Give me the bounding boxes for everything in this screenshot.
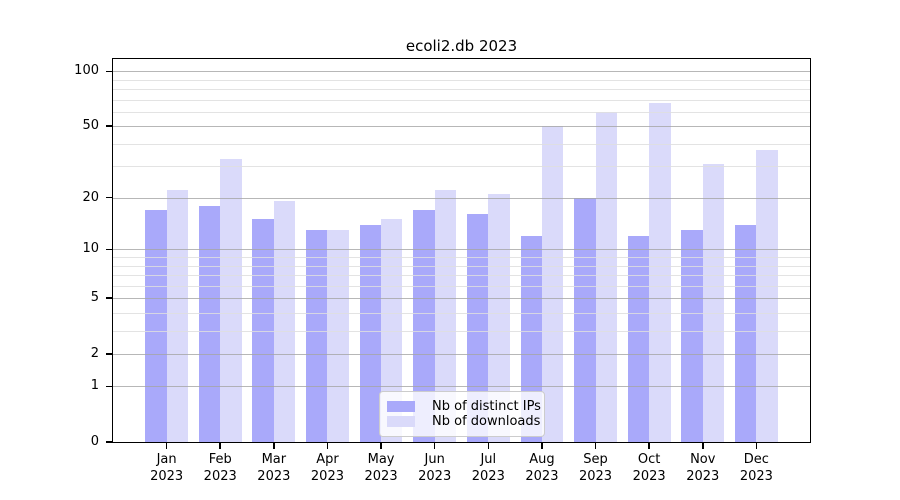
y-tick-mark	[106, 125, 113, 128]
gridline-1	[113, 386, 810, 388]
gridline-10	[113, 249, 810, 251]
x-tick-label-feb: Feb 2023	[203, 452, 237, 484]
bar-downloads-apr	[327, 230, 349, 442]
y-tick-label: 100	[74, 63, 99, 79]
x-tick-label-mar: Mar 2023	[257, 452, 291, 484]
gridline-100	[113, 71, 810, 73]
x-tick-mark	[755, 442, 758, 449]
x-tick-label-jul: Jul 2023	[471, 452, 505, 484]
y-tick-mark	[106, 196, 113, 199]
x-tick-label-oct: Oct 2023	[632, 452, 666, 484]
gridline-50	[113, 126, 810, 128]
x-tick-mark	[541, 442, 543, 449]
bar-downloads-nov	[702, 163, 725, 442]
bar-distinct-ips-jul	[466, 214, 489, 442]
bar-distinct-ips-aug	[520, 236, 542, 442]
x-tick-label-apr: Apr 2023	[310, 452, 344, 484]
x-tick-mark	[648, 442, 650, 449]
x-tick-mark	[326, 442, 329, 449]
bar-distinct-ips-jan	[145, 209, 167, 442]
legend-row-distinct-ips: Nb of distinct IPs	[387, 399, 541, 414]
bar-distinct-ips-apr	[306, 230, 328, 442]
x-tick-mark	[594, 442, 597, 449]
y-tick-mark	[106, 70, 113, 73]
legend-row-downloads: Nb of downloads	[387, 414, 540, 429]
x-tick-label-may: May 2023	[364, 452, 398, 484]
gridline-6	[113, 285, 810, 287]
plot-frame	[112, 58, 811, 443]
y-tick-label: 50	[82, 118, 99, 134]
bar-distinct-ips-nov	[681, 230, 703, 442]
x-tick-label-dec: Dec 2023	[739, 452, 773, 484]
bar-downloads-mar	[273, 201, 296, 442]
gridline-9	[113, 257, 810, 259]
gridline-70	[113, 99, 810, 101]
y-tick-mark	[106, 352, 113, 355]
gridline-60	[113, 111, 810, 113]
bar-downloads-jun	[434, 190, 457, 442]
bar-distinct-ips-dec	[734, 224, 757, 442]
gridline-8	[113, 265, 810, 267]
gridline-7	[113, 275, 810, 276]
y-tick-mark	[106, 441, 113, 443]
gridline-3	[113, 330, 810, 332]
x-tick-mark	[219, 442, 222, 449]
gridline-30	[113, 166, 810, 168]
y-tick-mark	[106, 385, 113, 388]
y-tick-mark	[106, 248, 113, 251]
x-tick-label-sep: Sep 2023	[578, 452, 613, 484]
bar-distinct-ips-jun	[413, 209, 435, 442]
y-tick-label: 20	[82, 189, 99, 205]
x-tick-label-jun: Jun 2023	[418, 452, 452, 484]
bar-downloads-dec	[756, 149, 778, 442]
x-tick-mark	[380, 442, 382, 449]
y-tick-label: 5	[90, 290, 99, 306]
x-tick-mark	[165, 442, 168, 449]
x-tick-label-nov: Nov 2023	[686, 452, 720, 484]
x-tick-mark	[487, 442, 490, 449]
bar-distinct-ips-may	[359, 224, 382, 442]
legend: Nb of distinct IPs Nb of downloads	[379, 391, 545, 437]
x-tick-mark	[433, 442, 436, 449]
y-tick-label: 2	[90, 345, 99, 361]
legend-label-downloads: Nb of downloads	[432, 414, 541, 429]
gridline-2	[113, 353, 810, 355]
bar-distinct-ips-oct	[627, 236, 650, 442]
y-tick-mark	[106, 297, 113, 299]
gridline-40	[113, 143, 810, 145]
bar-distinct-ips-feb	[198, 205, 221, 442]
x-tick-label-jan: Jan 2023	[150, 452, 184, 484]
bar-downloads-feb	[220, 158, 242, 442]
gridline-80	[113, 89, 810, 91]
y-tick-label: 1	[90, 378, 99, 394]
bar-downloads-oct	[649, 103, 671, 442]
y-tick-label: 0	[90, 434, 99, 449]
chart-title: ecoli2.db 2023	[405, 37, 518, 55]
x-tick-label-aug: Aug 2023	[525, 452, 559, 484]
gridline-20	[113, 197, 810, 199]
legend-label-distinct-ips: Nb of distinct IPs	[432, 399, 541, 414]
bar-downloads-jul	[488, 193, 510, 442]
legend-swatch-distinct-ips	[387, 401, 415, 412]
x-tick-mark	[273, 442, 275, 449]
gridline-4	[113, 312, 810, 314]
x-tick-mark	[701, 442, 704, 449]
gridline-90	[113, 79, 810, 81]
legend-swatch-downloads	[387, 416, 415, 427]
bar-downloads-aug	[541, 126, 564, 442]
gridline-5	[113, 298, 810, 300]
bar-distinct-ips-sep	[574, 197, 596, 442]
y-tick-label: 10	[82, 241, 99, 257]
bar-downloads-jan	[166, 190, 188, 442]
bar-downloads-sep	[595, 111, 617, 442]
